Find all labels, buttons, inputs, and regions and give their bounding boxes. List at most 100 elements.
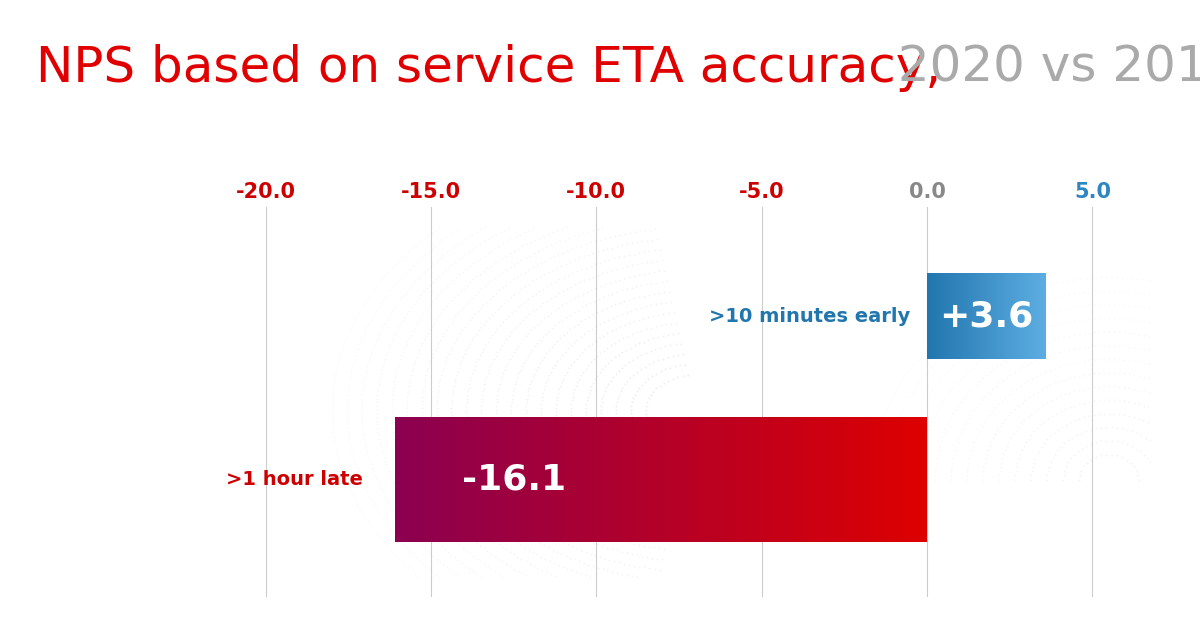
Bar [737,418,740,542]
Bar [860,418,865,542]
Bar [510,418,515,542]
Text: >10 minutes early: >10 minutes early [709,306,911,326]
Bar [457,418,461,542]
Bar [497,418,502,542]
Bar [652,418,656,542]
Bar [607,418,612,542]
Bar [913,418,918,542]
Bar [528,418,532,542]
Bar [923,418,928,542]
Bar [461,418,466,542]
Bar [821,418,826,542]
Bar [874,418,878,542]
Bar [794,418,798,542]
Bar [754,418,758,542]
Bar [518,418,523,542]
Bar [576,418,581,542]
Bar [426,418,430,542]
Bar [905,418,910,542]
Bar [834,418,839,542]
Bar [594,418,599,542]
Bar [750,418,754,542]
Bar [683,418,688,542]
Bar [878,418,883,542]
Bar [505,418,510,542]
Bar [852,418,856,542]
Text: >1 hour late: >1 hour late [226,470,362,489]
Bar [719,418,722,542]
Bar [403,418,408,542]
Bar [732,418,737,542]
Bar [758,418,763,542]
Bar [727,418,732,542]
Bar [865,418,870,542]
Bar [515,418,518,542]
Bar [550,418,554,542]
Bar [563,418,568,542]
Bar [896,418,900,542]
Bar [839,418,842,542]
Bar [612,418,617,542]
Bar [604,418,607,542]
Bar [790,418,794,542]
Bar [572,418,576,542]
Bar [688,418,692,542]
Bar [900,418,905,542]
Text: +3.6: +3.6 [940,300,1033,333]
Bar [674,418,678,542]
Bar [856,418,860,542]
Bar [444,418,448,542]
Bar [523,418,528,542]
Bar [395,418,400,542]
Bar [892,418,896,542]
Bar [448,418,452,542]
Bar [785,418,790,542]
Bar [546,418,550,542]
Bar [502,418,505,542]
Bar [745,418,750,542]
Bar [484,418,487,542]
Bar [416,418,421,542]
Bar [434,418,439,542]
Bar [559,418,563,542]
Bar [798,418,803,542]
Bar [400,418,403,542]
Bar [532,418,536,542]
Bar [826,418,829,542]
Bar [910,418,913,542]
Bar [487,418,492,542]
Bar [706,418,709,542]
Bar [808,418,811,542]
Text: NPS based on service ETA accuracy,: NPS based on service ETA accuracy, [36,44,941,92]
Bar [568,418,572,542]
Bar [413,418,416,542]
Bar [635,418,638,542]
Bar [722,418,727,542]
Bar [701,418,706,542]
Bar [421,418,426,542]
Bar [696,418,701,542]
Bar [661,418,665,542]
Bar [670,418,674,542]
Text: 2020 vs 2019: 2020 vs 2019 [882,44,1200,92]
Bar [554,418,559,542]
Bar [599,418,604,542]
Bar [439,418,444,542]
Bar [665,418,670,542]
Bar [620,418,625,542]
Bar [776,418,781,542]
Bar [740,418,745,542]
Bar [714,418,719,542]
Bar [625,418,630,542]
Bar [656,418,661,542]
Bar [648,418,652,542]
Bar [767,418,772,542]
Bar [466,418,470,542]
Bar [643,418,648,542]
Bar [709,418,714,542]
Bar [678,418,683,542]
Bar [430,418,434,542]
Bar [492,418,497,542]
Bar [590,418,594,542]
Bar [842,418,847,542]
